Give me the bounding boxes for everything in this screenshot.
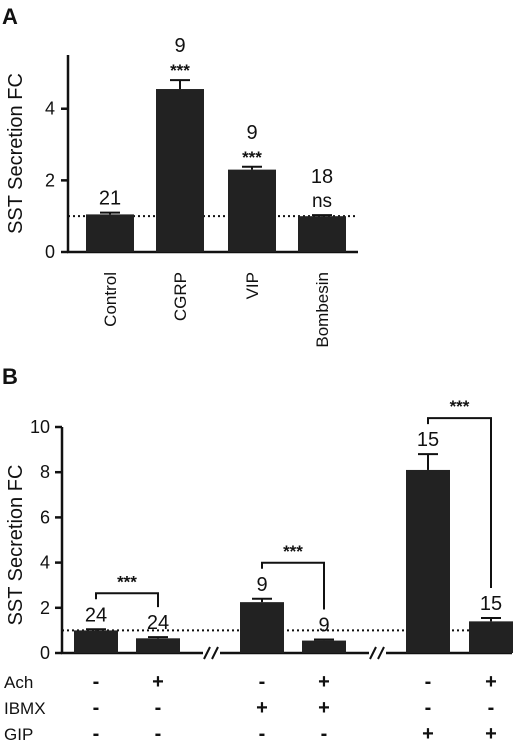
panel-a-category-label: Bombesin [313,272,332,348]
panel-b-label: B [2,364,18,389]
panel-b-axis-break-mark [369,646,377,660]
panel-a-significance-label: *** [170,61,190,80]
panel-a-y-tick-label: 4 [45,99,55,119]
panel-b-condition-sign: - [155,697,162,719]
panel-b-comparison-bracket [427,417,492,588]
panel-b-y-tick-label: 4 [40,553,50,573]
panel-b-condition-sign: - [321,723,328,745]
panel-b-n-label: 24 [85,604,107,626]
panel-a-category-label: Control [101,272,120,327]
panel-b-condition-sign: + [422,723,434,745]
panel-a-n-label: 9 [246,122,257,144]
panel-a-category-label: CGRP [171,272,190,321]
panel-b-y-tick-label: 2 [40,598,50,618]
panel-b-condition-sign: + [485,723,497,745]
panel-a-label: A [2,4,18,29]
panel-b-conditions-table: Ach - + - + - + IBMX - - + + - - GIP - - - - + + [4,671,497,745]
panel-b-condition-sign: - [259,723,266,745]
panel-b-axis-break-mark [203,646,211,660]
panel-b-condition-sign: - [488,697,495,719]
panel-a-bar [86,214,134,252]
panel-b-condition-row-label: IBMX [4,699,46,718]
panel-b-condition-sign: + [152,671,164,693]
panel-b-n-label: 9 [256,574,267,596]
panel-b-n-label: 24 [147,612,169,634]
panel-b-axis-break-mark [377,646,385,660]
panel-a-y-axis-label: SST Secretion FC [5,73,27,234]
panel-a-n-label: 21 [99,188,121,210]
panel-b-y-tick-label: 8 [40,462,50,482]
panel-b-condition-sign: + [318,671,330,693]
panel-b-condition-sign: - [155,723,162,745]
panel-a-significance-label: *** [242,148,262,167]
panel-a-n-label: 9 [174,35,185,57]
panel-a-y-tick-label: 2 [45,170,55,190]
panel-b-comparison-label: *** [450,397,470,416]
panel-b-bar [469,621,513,653]
panel-b-condition-sign: - [93,697,100,719]
panel-b-y-tick-label: 10 [30,417,50,437]
panel-b-condition-sign: - [425,697,432,719]
panel-b-y-tick-label: 0 [40,643,50,663]
panel-b-comparison-label: *** [117,572,137,591]
panel-b-condition-sign: + [485,671,497,693]
panel-a-bar [228,169,276,252]
panel-b-condition-row-label: Ach [4,673,33,692]
panel-a: A SST Secretion FC 0 2 4 21 Control *** 9 CGRP *… [2,4,358,348]
panel-b-condition-sign: - [259,671,266,693]
panel-b-n-label: 15 [417,429,439,451]
panel-b-comparison-bracket [261,561,325,610]
panel-b-comparison-label: *** [283,542,303,561]
panel-a-n-label: 18 [311,166,333,188]
panel-a-marks: 0 2 4 21 Control *** 9 CGRP *** 9 VIP ns 18 Bombesin [45,35,346,348]
panel-a-significance-label: ns [312,191,332,212]
panel-a-bar [156,89,204,252]
panel-b-comparison-bracket [95,592,159,608]
panel-b-y-axis-label: SST Secretion FC [5,465,27,626]
panel-b-bar [406,469,450,653]
panel-b-condition-sign: - [93,723,100,745]
panel-b-bar [240,602,284,653]
panel-b-bar [136,638,180,653]
panel-a-bar [298,216,346,252]
panel-a-category-label: VIP [243,272,262,299]
panel-b-bar [74,630,118,653]
panel-b-condition-sign: + [318,697,330,719]
panel-b-bar [302,640,346,653]
panel-b-condition-row-label: GIP [4,725,33,744]
panel-a-y-tick-label: 0 [45,242,55,262]
panel-b-y-tick-label: 6 [40,507,50,527]
panel-b-n-label: 9 [318,614,329,636]
panel-b-n-label: 15 [480,593,502,615]
panel-b-condition-sign: - [93,671,100,693]
panel-b-condition-sign: - [425,671,432,693]
panel-b-axis-break-mark [211,646,219,660]
panel-b-condition-sign: + [256,697,268,719]
